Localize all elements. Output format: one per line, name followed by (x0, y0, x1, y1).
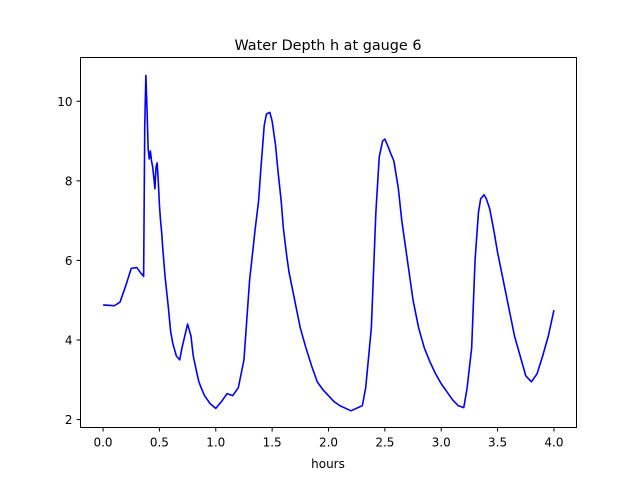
x-tick-label: 1.5 (263, 436, 282, 450)
x-axis: 0.0 0.5 1.0 1.5 2.0 2.5 3.0 3.5 4.0 (93, 427, 564, 450)
y-axis: 2 4 6 8 10 (57, 95, 81, 427)
x-tick-label: 3.0 (432, 436, 451, 450)
x-tick-label: 0.0 (93, 436, 112, 450)
x-tick-label: 2.0 (319, 436, 338, 450)
y-tick-label: 6 (65, 254, 73, 268)
y-tick-label: 4 (65, 333, 73, 347)
x-tick-label: 4.0 (544, 436, 563, 450)
x-tick-label: 0.5 (150, 436, 169, 450)
y-tick-label: 8 (65, 174, 73, 188)
x-axis-label: hours (311, 457, 345, 471)
axes-frame (80, 57, 577, 428)
x-tick-label: 2.5 (375, 436, 394, 450)
chart-title: Water Depth h at gauge 6 (234, 38, 421, 54)
series-line-0 (102, 74, 555, 412)
x-tick-label: 3.5 (488, 436, 507, 450)
y-tick-label: 10 (57, 95, 72, 109)
y-tick-label: 2 (65, 413, 73, 427)
x-tick-label: 1.0 (206, 436, 225, 450)
plot-area (102, 74, 555, 412)
